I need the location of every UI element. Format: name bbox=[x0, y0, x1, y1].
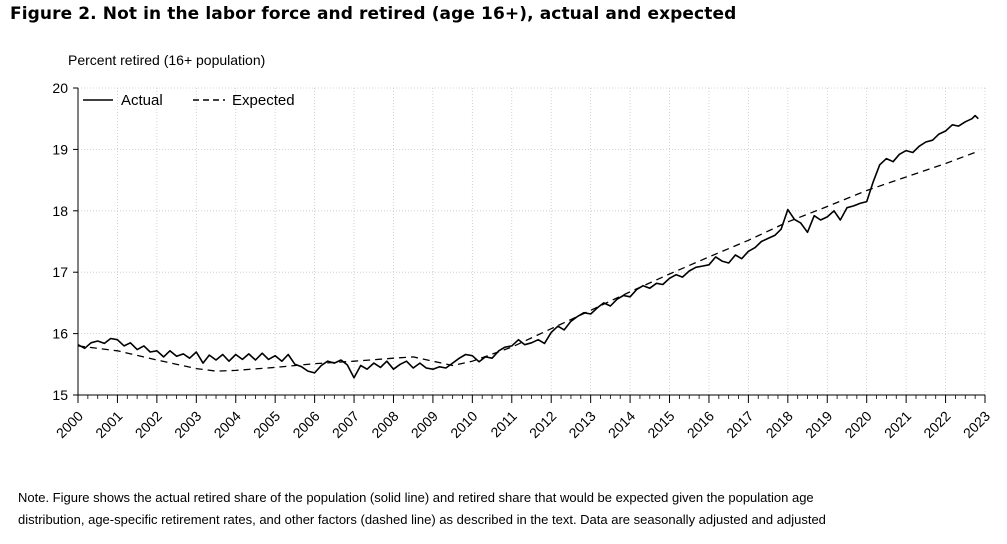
x-tick-label: 2002 bbox=[132, 408, 165, 441]
x-tick-label: 2014 bbox=[605, 408, 638, 441]
x-tick-label: 2003 bbox=[171, 408, 204, 441]
x-tick-label: 2017 bbox=[723, 408, 756, 441]
y-axis-label: Percent retired (16+ population) bbox=[68, 52, 265, 68]
axes: 15 16 17 18 19 20 2000 2001 2002 2003 2004 2005 2006… bbox=[52, 80, 993, 441]
y-tick-label: 17 bbox=[52, 264, 68, 280]
x-tick-label: 2009 bbox=[408, 408, 441, 441]
x-tick-label: 2023 bbox=[960, 408, 993, 441]
x-tick-label: 2012 bbox=[526, 408, 559, 441]
series-layer bbox=[77, 114, 979, 379]
x-tick-label: 2011 bbox=[487, 408, 520, 441]
y-tick-label: 16 bbox=[52, 326, 68, 342]
x-tick-label: 2005 bbox=[250, 408, 283, 441]
y-tick-label: 18 bbox=[52, 203, 68, 219]
x-tick-label: 2020 bbox=[841, 408, 874, 441]
x-tick-label: 2001 bbox=[92, 408, 125, 441]
x-tick-label: 2013 bbox=[565, 408, 598, 441]
y-tick-label: 20 bbox=[52, 80, 68, 96]
x-tick-label: 2018 bbox=[763, 408, 796, 441]
series-line-expected bbox=[77, 150, 979, 372]
legend: Actual Expected bbox=[83, 92, 295, 109]
x-tick-label: 2004 bbox=[211, 408, 244, 441]
x-tick-label: 2015 bbox=[644, 408, 677, 441]
note-line-1: Note. Figure shows the actual retired sh… bbox=[18, 490, 814, 505]
figure-title: Figure 2. Not in the labor force and ret… bbox=[10, 4, 737, 24]
x-tick-label: 2000 bbox=[53, 408, 86, 441]
x-tick-label: 2016 bbox=[684, 408, 717, 441]
y-tick-label: 15 bbox=[52, 387, 68, 403]
x-tick-label: 2007 bbox=[329, 408, 362, 441]
figure-note: Note. Figure shows the actual retired sh… bbox=[18, 487, 993, 531]
legend-actual-label: Actual bbox=[121, 92, 163, 109]
series-line-actual bbox=[77, 114, 979, 379]
x-tick-label: 2022 bbox=[920, 408, 953, 441]
x-tick-label: 2019 bbox=[802, 408, 835, 441]
note-line-2: distribution, age-specific retirement ra… bbox=[18, 512, 826, 527]
x-tick-label: 2006 bbox=[289, 408, 322, 441]
gridlines bbox=[78, 87, 986, 395]
y-tick-label: 19 bbox=[52, 141, 68, 157]
x-tick-label: 2021 bbox=[881, 408, 914, 441]
line-chart: Percent retired (16+ population) 1516171… bbox=[52, 52, 993, 441]
x-tick-label: 2008 bbox=[368, 408, 401, 441]
x-tick-label: 2010 bbox=[447, 408, 480, 441]
legend-expected-label: Expected bbox=[232, 92, 295, 109]
